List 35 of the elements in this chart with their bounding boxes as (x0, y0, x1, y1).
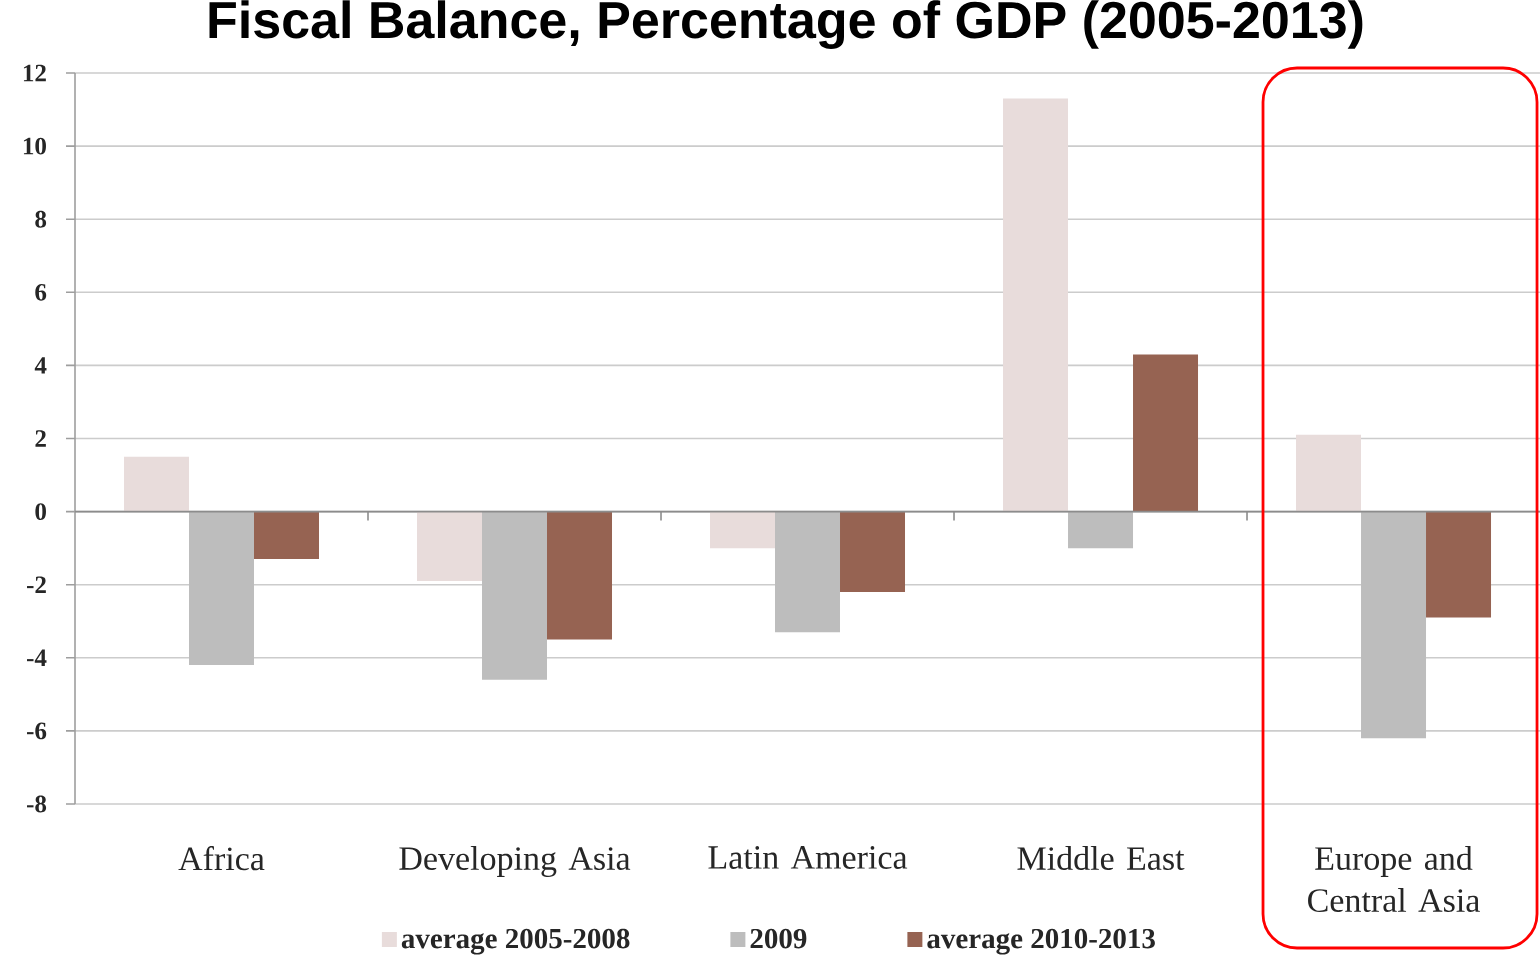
legend-label: 2009 (750, 928, 807, 949)
legend-label: average 2010-2013 (927, 928, 1155, 955)
legend-label: average 2005-2008 (401, 928, 630, 955)
bar (1361, 511, 1427, 739)
bar (189, 511, 255, 666)
x-tick-label: Africa (178, 846, 265, 871)
bar (1068, 511, 1134, 549)
y-tick-label: -2 (27, 576, 46, 593)
y-tick-label: -4 (27, 649, 47, 667)
bar (547, 511, 613, 640)
y-tick-label: 4 (34, 357, 47, 374)
x-tick-label: Middle East (1017, 846, 1185, 870)
bar (482, 511, 548, 680)
x-tick-label: Latin America (708, 846, 908, 869)
bar (254, 511, 320, 560)
y-tick-label: 12 (23, 64, 46, 82)
y-tick-label: 0 (35, 503, 46, 521)
y-tick-label: 8 (35, 210, 47, 228)
bar (1133, 354, 1199, 512)
x-tick-label: Europe and Central Asia (1308, 846, 1480, 912)
bar (775, 511, 841, 633)
x-tick-label: Developing Asia (399, 846, 631, 877)
bar (1426, 511, 1492, 618)
chart-title: Fiscal Balance, Percentage of GDP (2005-2013) (209, 0, 1363, 49)
y-tick-label: -8 (27, 795, 47, 813)
bar (417, 511, 483, 582)
bar (1296, 434, 1362, 512)
bar (1003, 98, 1069, 512)
bar (840, 511, 906, 593)
y-tick-label: 2 (35, 430, 46, 447)
y-tick-label: -6 (27, 722, 47, 740)
y-tick-label: 10 (23, 137, 46, 155)
bar (124, 456, 190, 512)
y-tick-label: 6 (35, 283, 47, 301)
bar (710, 511, 776, 549)
